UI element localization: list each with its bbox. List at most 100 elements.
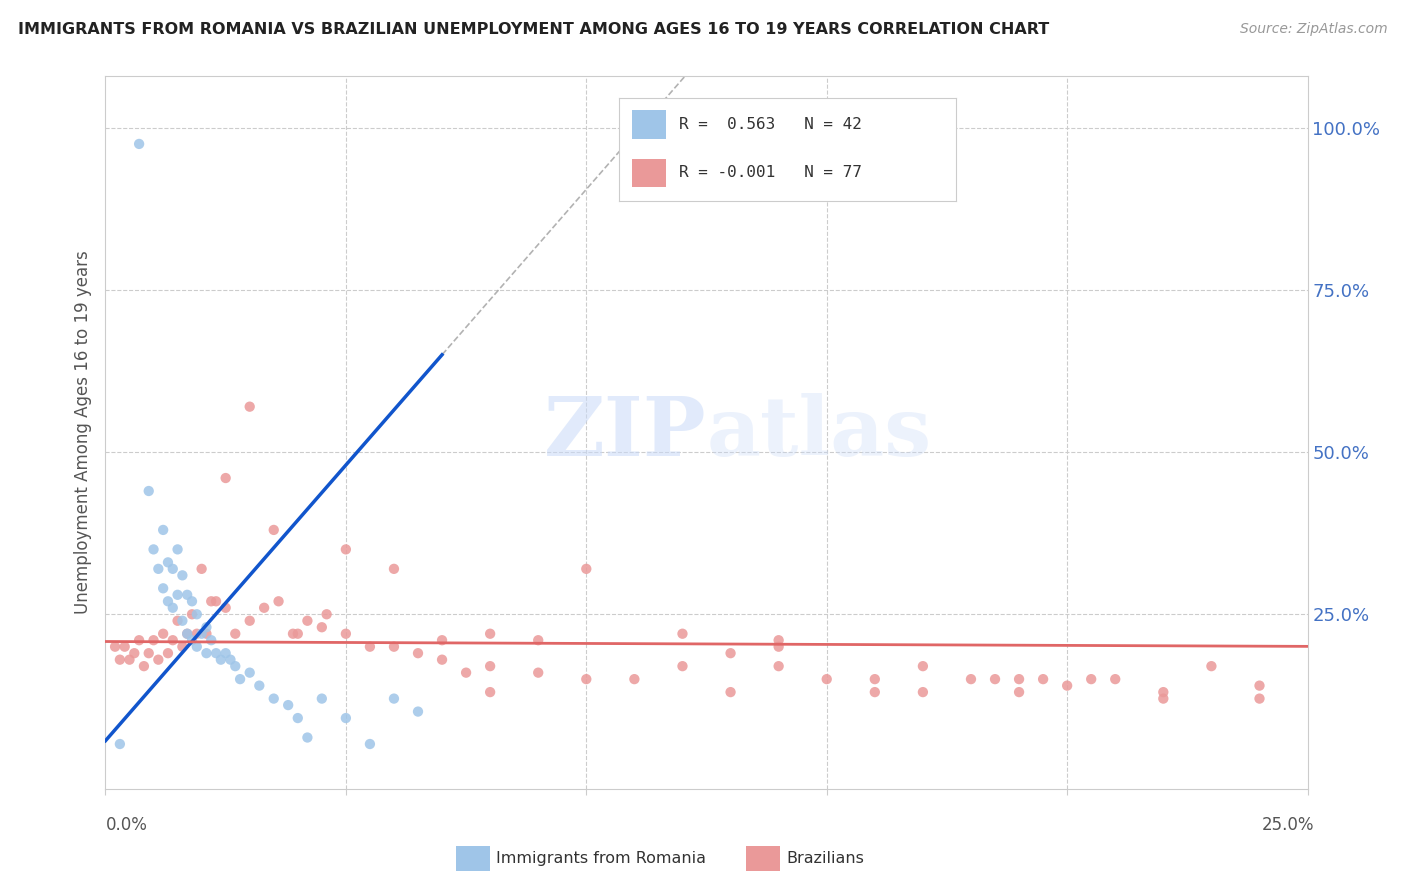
- Point: [152, 523, 174, 537]
- Point: [263, 523, 285, 537]
- Point: [527, 633, 550, 648]
- Point: [195, 620, 218, 634]
- Point: [239, 665, 262, 680]
- Point: [181, 607, 204, 622]
- Bar: [747, 847, 780, 871]
- Point: [176, 588, 198, 602]
- Point: [768, 659, 790, 673]
- Point: [108, 653, 131, 667]
- Point: [406, 705, 429, 719]
- Point: [430, 653, 453, 667]
- Point: [863, 672, 886, 686]
- Point: [911, 659, 934, 673]
- Point: [181, 594, 204, 608]
- Point: [124, 646, 146, 660]
- Point: [454, 665, 477, 680]
- Point: [1008, 672, 1031, 686]
- Point: [205, 646, 228, 660]
- Point: [406, 646, 429, 660]
- Point: [1104, 672, 1126, 686]
- Point: [162, 562, 184, 576]
- Text: Brazilians: Brazilians: [786, 851, 865, 866]
- Text: ZIP: ZIP: [544, 392, 707, 473]
- Point: [166, 542, 188, 557]
- Point: [575, 562, 598, 576]
- Point: [108, 737, 131, 751]
- Y-axis label: Unemployment Among Ages 16 to 19 years: Unemployment Among Ages 16 to 19 years: [73, 251, 91, 615]
- Point: [219, 653, 242, 667]
- Point: [156, 555, 179, 569]
- Point: [166, 588, 188, 602]
- Text: atlas: atlas: [707, 392, 932, 473]
- Point: [911, 685, 934, 699]
- Point: [382, 691, 405, 706]
- Point: [1249, 691, 1271, 706]
- Point: [815, 672, 838, 686]
- Point: [671, 659, 693, 673]
- Point: [671, 626, 693, 640]
- Point: [152, 626, 174, 640]
- Point: [1056, 679, 1078, 693]
- Point: [575, 672, 598, 686]
- Point: [623, 672, 645, 686]
- Point: [239, 400, 262, 414]
- Point: [166, 614, 188, 628]
- Point: [1249, 679, 1271, 693]
- Text: Immigrants from Romania: Immigrants from Romania: [496, 851, 706, 866]
- Point: [195, 626, 218, 640]
- Point: [209, 653, 232, 667]
- Point: [195, 646, 218, 660]
- Point: [1008, 685, 1031, 699]
- Point: [132, 659, 155, 673]
- Point: [214, 471, 236, 485]
- Point: [768, 633, 790, 648]
- Point: [311, 620, 333, 634]
- Point: [200, 633, 222, 648]
- Point: [479, 685, 502, 699]
- Point: [253, 600, 276, 615]
- Point: [104, 640, 127, 654]
- Point: [382, 640, 405, 654]
- Point: [156, 646, 179, 660]
- Point: [172, 614, 194, 628]
- Point: [214, 600, 236, 615]
- Point: [128, 136, 150, 151]
- Point: [148, 653, 170, 667]
- Point: [229, 672, 252, 686]
- Point: [315, 607, 337, 622]
- Point: [214, 646, 236, 660]
- Point: [311, 691, 333, 706]
- Point: [720, 646, 742, 660]
- Point: [335, 542, 357, 557]
- Point: [1080, 672, 1102, 686]
- Point: [142, 542, 165, 557]
- Text: 25.0%: 25.0%: [1263, 816, 1315, 834]
- Point: [172, 640, 194, 654]
- Point: [720, 685, 742, 699]
- Point: [138, 483, 160, 498]
- Point: [1032, 672, 1054, 686]
- Point: [190, 626, 212, 640]
- Text: R = -0.001   N = 77: R = -0.001 N = 77: [679, 165, 862, 180]
- Point: [142, 633, 165, 648]
- Text: R =  0.563   N = 42: R = 0.563 N = 42: [679, 117, 862, 132]
- Point: [128, 633, 150, 648]
- Point: [148, 562, 170, 576]
- Point: [114, 640, 136, 654]
- Point: [479, 626, 502, 640]
- Point: [863, 685, 886, 699]
- Point: [382, 562, 405, 576]
- Point: [281, 626, 304, 640]
- Point: [527, 665, 550, 680]
- Point: [1152, 691, 1174, 706]
- Point: [176, 626, 198, 640]
- Point: [247, 679, 270, 693]
- Point: [162, 600, 184, 615]
- Point: [239, 614, 262, 628]
- Point: [176, 626, 198, 640]
- Text: IMMIGRANTS FROM ROMANIA VS BRAZILIAN UNEMPLOYMENT AMONG AGES 16 TO 19 YEARS CORR: IMMIGRANTS FROM ROMANIA VS BRAZILIAN UNE…: [18, 22, 1049, 37]
- Point: [984, 672, 1007, 686]
- Point: [430, 633, 453, 648]
- Point: [335, 626, 357, 640]
- Point: [200, 594, 222, 608]
